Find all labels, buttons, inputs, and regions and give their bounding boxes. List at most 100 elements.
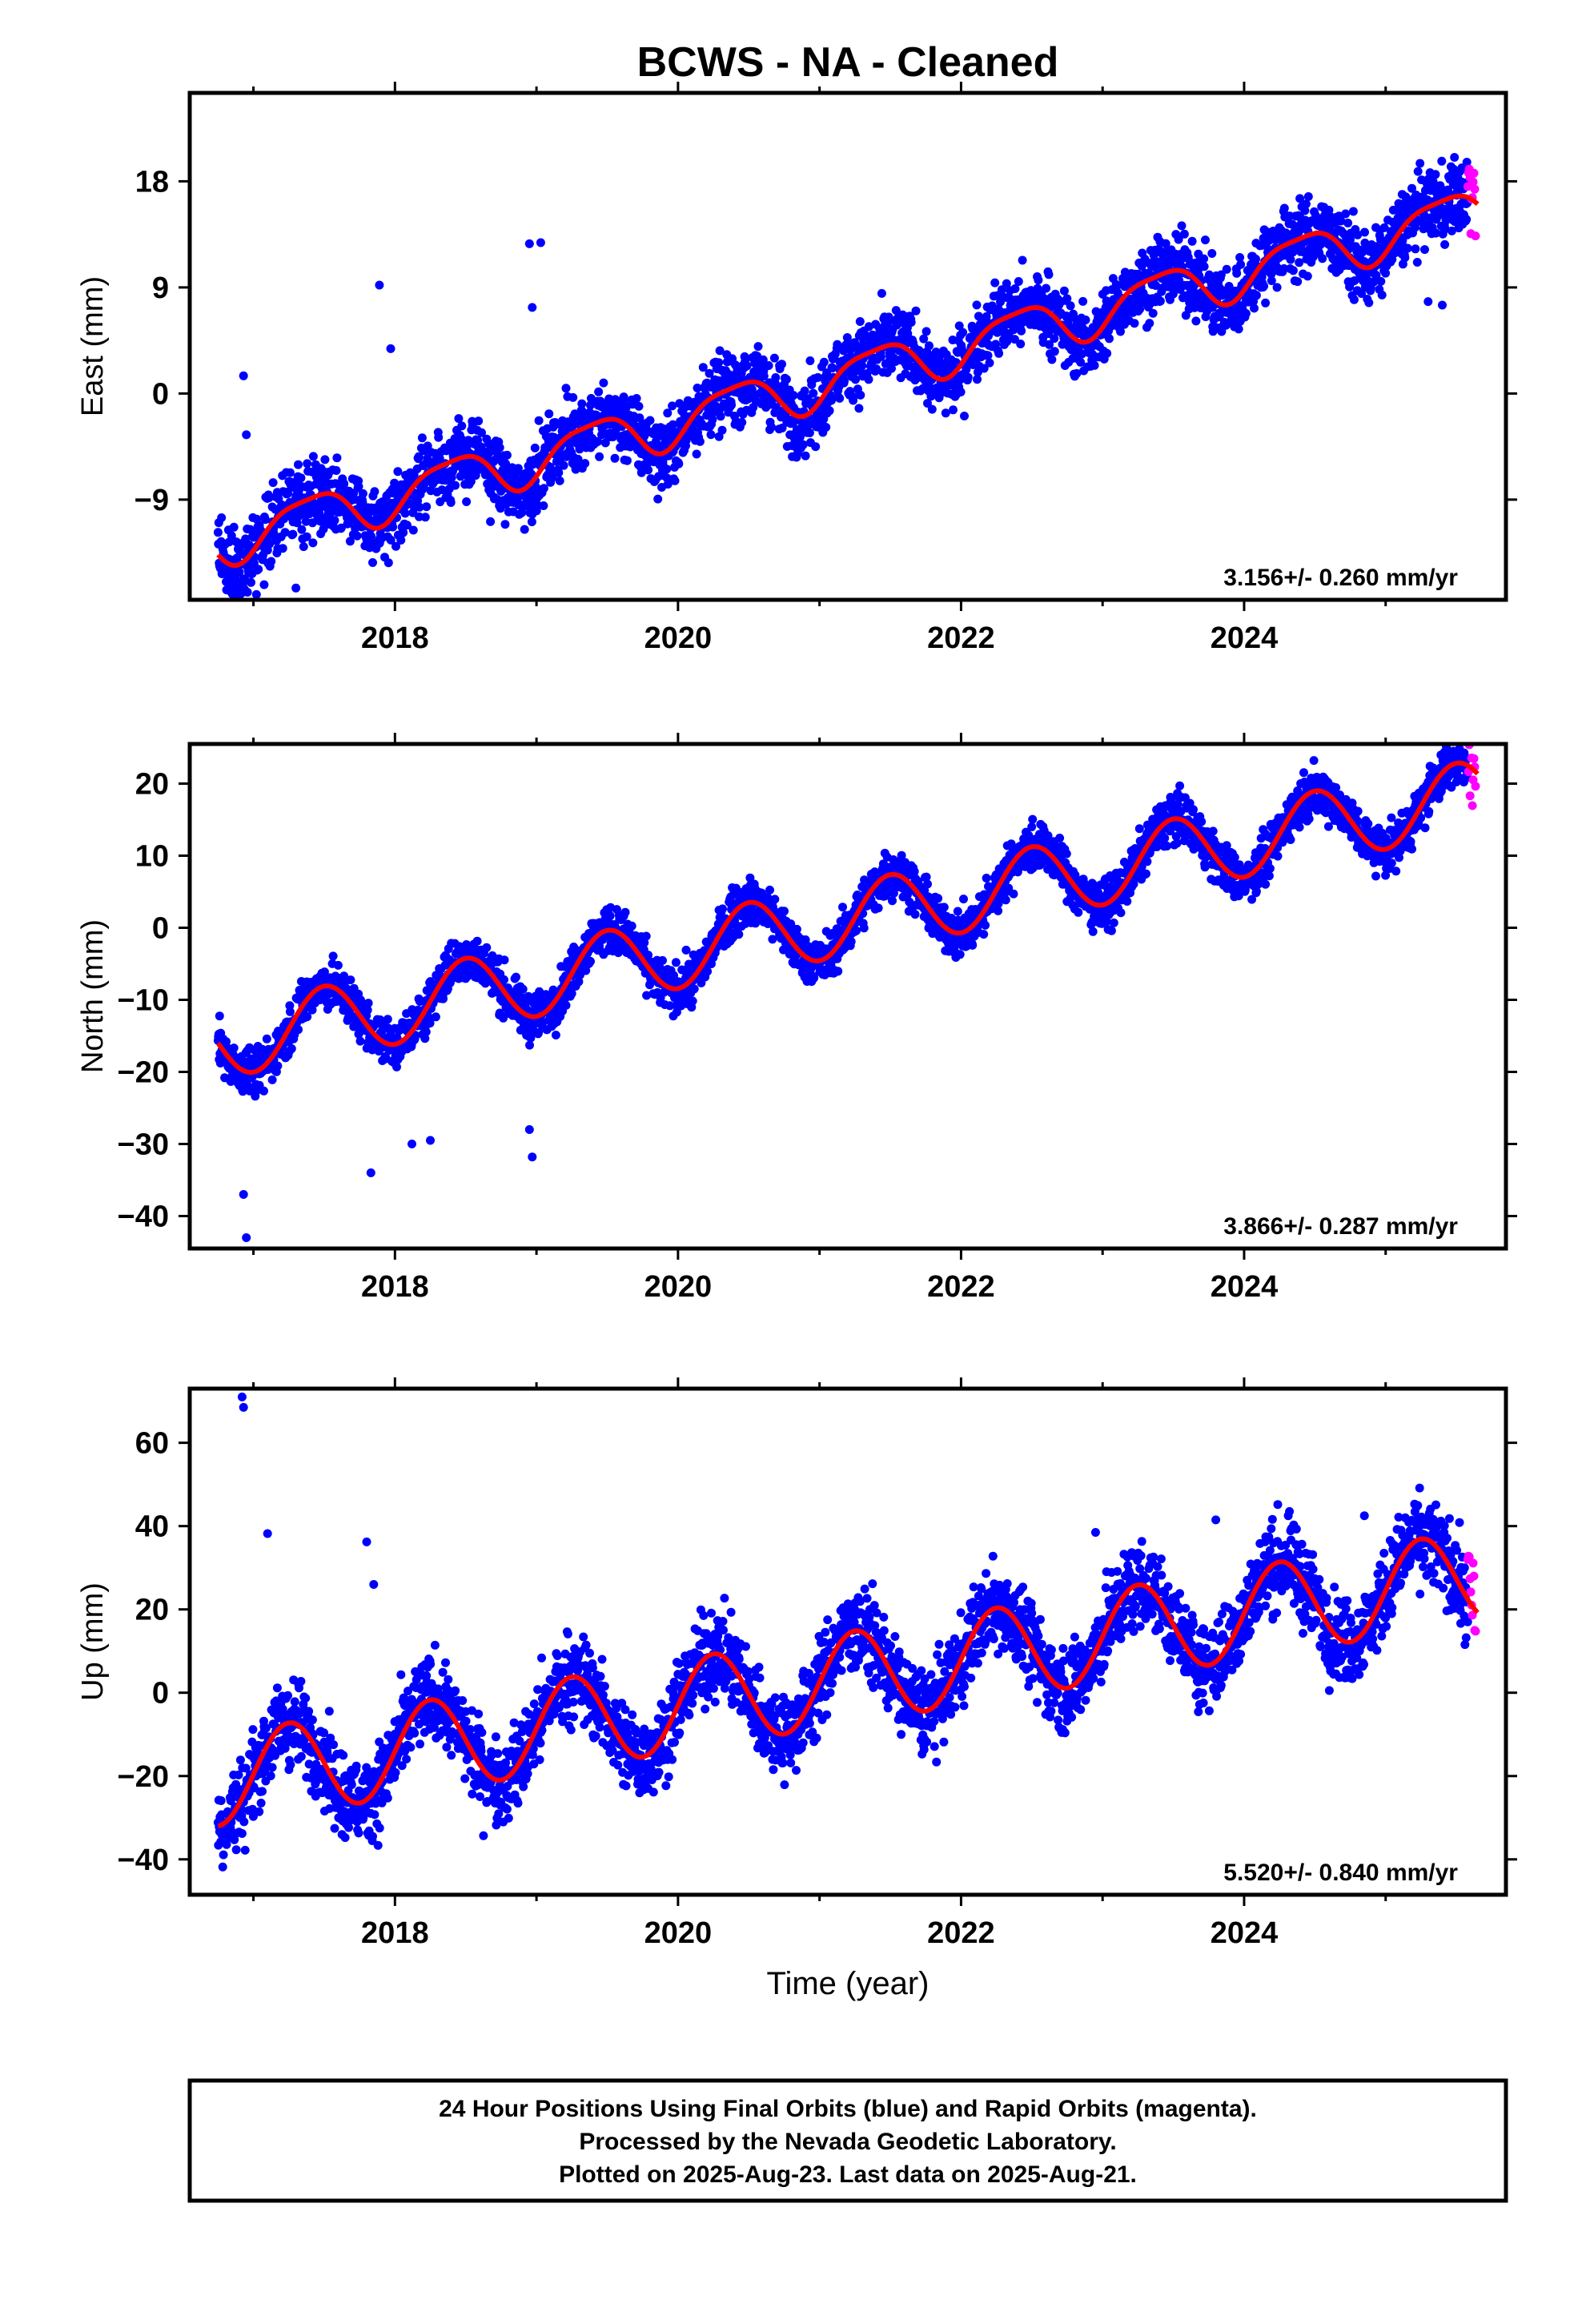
- east-final-point: [474, 416, 484, 426]
- east-final-point: [303, 459, 312, 468]
- east-final-point: [332, 453, 342, 463]
- east-final-point: [1295, 194, 1305, 203]
- east-final-point: [634, 401, 644, 411]
- north-final-point: [425, 1019, 435, 1028]
- east-final-point: [1187, 236, 1197, 246]
- east-final-point: [446, 498, 456, 507]
- east-final-point: [1236, 259, 1246, 269]
- east-final-point: [599, 378, 608, 388]
- east-final-point: [941, 408, 950, 418]
- north-final-point: [303, 1012, 312, 1022]
- east-final-point: [1066, 301, 1075, 311]
- east-final-point: [1267, 269, 1276, 279]
- north-final-point: [859, 923, 869, 933]
- east-final-point: [864, 375, 873, 384]
- east-final-point: [759, 372, 769, 381]
- east-final-point: [1105, 334, 1114, 344]
- north-final-point: [512, 972, 520, 982]
- east-final-point: [593, 436, 603, 446]
- east-rapid-point: [1471, 231, 1480, 241]
- east-final-point: [1199, 262, 1209, 271]
- north-final-point: [852, 926, 861, 935]
- east-final-point: [1415, 159, 1425, 168]
- chart-title: BCWS - NA - Cleaned: [637, 39, 1059, 86]
- east-final-point: [653, 494, 663, 504]
- north-final-point: [363, 999, 373, 1008]
- east-final-point: [1261, 298, 1271, 308]
- north-final-point: [328, 951, 338, 961]
- north-final-point: [420, 1034, 430, 1043]
- east-final-point: [906, 318, 916, 327]
- east-final-point: [393, 467, 403, 476]
- north-final-point: [605, 911, 615, 921]
- east-final-point: [527, 517, 536, 527]
- east-final-point: [663, 408, 673, 418]
- east-final-point: [1050, 347, 1059, 356]
- east-final-point: [1017, 326, 1026, 336]
- east-final-point: [781, 375, 791, 384]
- east-final-point: [1400, 253, 1410, 263]
- east-final-point: [1072, 368, 1082, 378]
- east-final-point: [1288, 266, 1298, 275]
- east-final-point: [1447, 226, 1456, 235]
- east-final-point: [539, 501, 548, 510]
- east-final-point: [283, 489, 292, 498]
- east-final-point: [1431, 170, 1440, 179]
- east-final-point: [420, 513, 430, 522]
- east-final-point: [422, 502, 432, 512]
- east-final-point: [370, 487, 379, 497]
- east-final-point: [532, 500, 542, 509]
- north-final-point: [641, 931, 651, 941]
- east-final-point: [296, 473, 306, 483]
- east-final-point: [1279, 203, 1289, 213]
- east-final-point: [954, 321, 964, 331]
- east-final-point: [985, 358, 994, 368]
- north-final-point: [363, 1005, 372, 1015]
- north-final-point: [421, 1027, 431, 1036]
- north-final-point: [383, 1023, 393, 1033]
- east-final-point: [1234, 324, 1243, 334]
- east-final-point: [1341, 209, 1351, 219]
- east-final-point: [495, 443, 504, 452]
- north-final-point: [287, 1044, 296, 1053]
- east-final-point: [619, 392, 628, 402]
- east-final-point: [856, 390, 865, 400]
- east-final-point: [367, 532, 375, 541]
- east-final-point: [400, 509, 410, 518]
- east-final-point: [536, 238, 545, 247]
- east-final-point: [1286, 255, 1295, 264]
- east-final-point: [911, 306, 921, 316]
- east-final-point: [1267, 276, 1276, 285]
- east-final-point: [235, 567, 244, 577]
- east-final-point: [668, 401, 677, 411]
- east-final-point: [715, 346, 725, 356]
- east-final-point: [698, 363, 708, 372]
- east-final-point: [727, 400, 737, 410]
- east-final-point: [753, 342, 763, 352]
- north-final-point: [561, 1000, 571, 1010]
- north-final-point: [319, 967, 329, 977]
- east-final-point: [1164, 260, 1174, 270]
- east-final-point: [892, 320, 901, 330]
- east-final-point: [1042, 283, 1051, 293]
- north-final-point: [500, 975, 508, 984]
- east-final-point: [1135, 304, 1145, 314]
- east-x-tick-label: 2018: [361, 621, 429, 655]
- north-final-point: [846, 937, 856, 947]
- north-final-point: [688, 996, 697, 1006]
- east-final-point: [692, 449, 701, 459]
- east-final-point: [990, 278, 1000, 287]
- east-final-point: [1303, 271, 1312, 281]
- north-final-point: [346, 975, 355, 985]
- east-final-point: [259, 580, 269, 589]
- east-rapid-point: [1470, 184, 1480, 194]
- north-final-point: [215, 1011, 224, 1021]
- east-final-point: [1076, 357, 1086, 367]
- east-final-point: [254, 565, 263, 574]
- north-final-point: [792, 924, 801, 934]
- north-final-point: [833, 967, 843, 976]
- east-final-point: [669, 420, 677, 429]
- north-final-point: [574, 977, 584, 987]
- north-final-point: [307, 1005, 317, 1015]
- east-final-point: [451, 480, 460, 490]
